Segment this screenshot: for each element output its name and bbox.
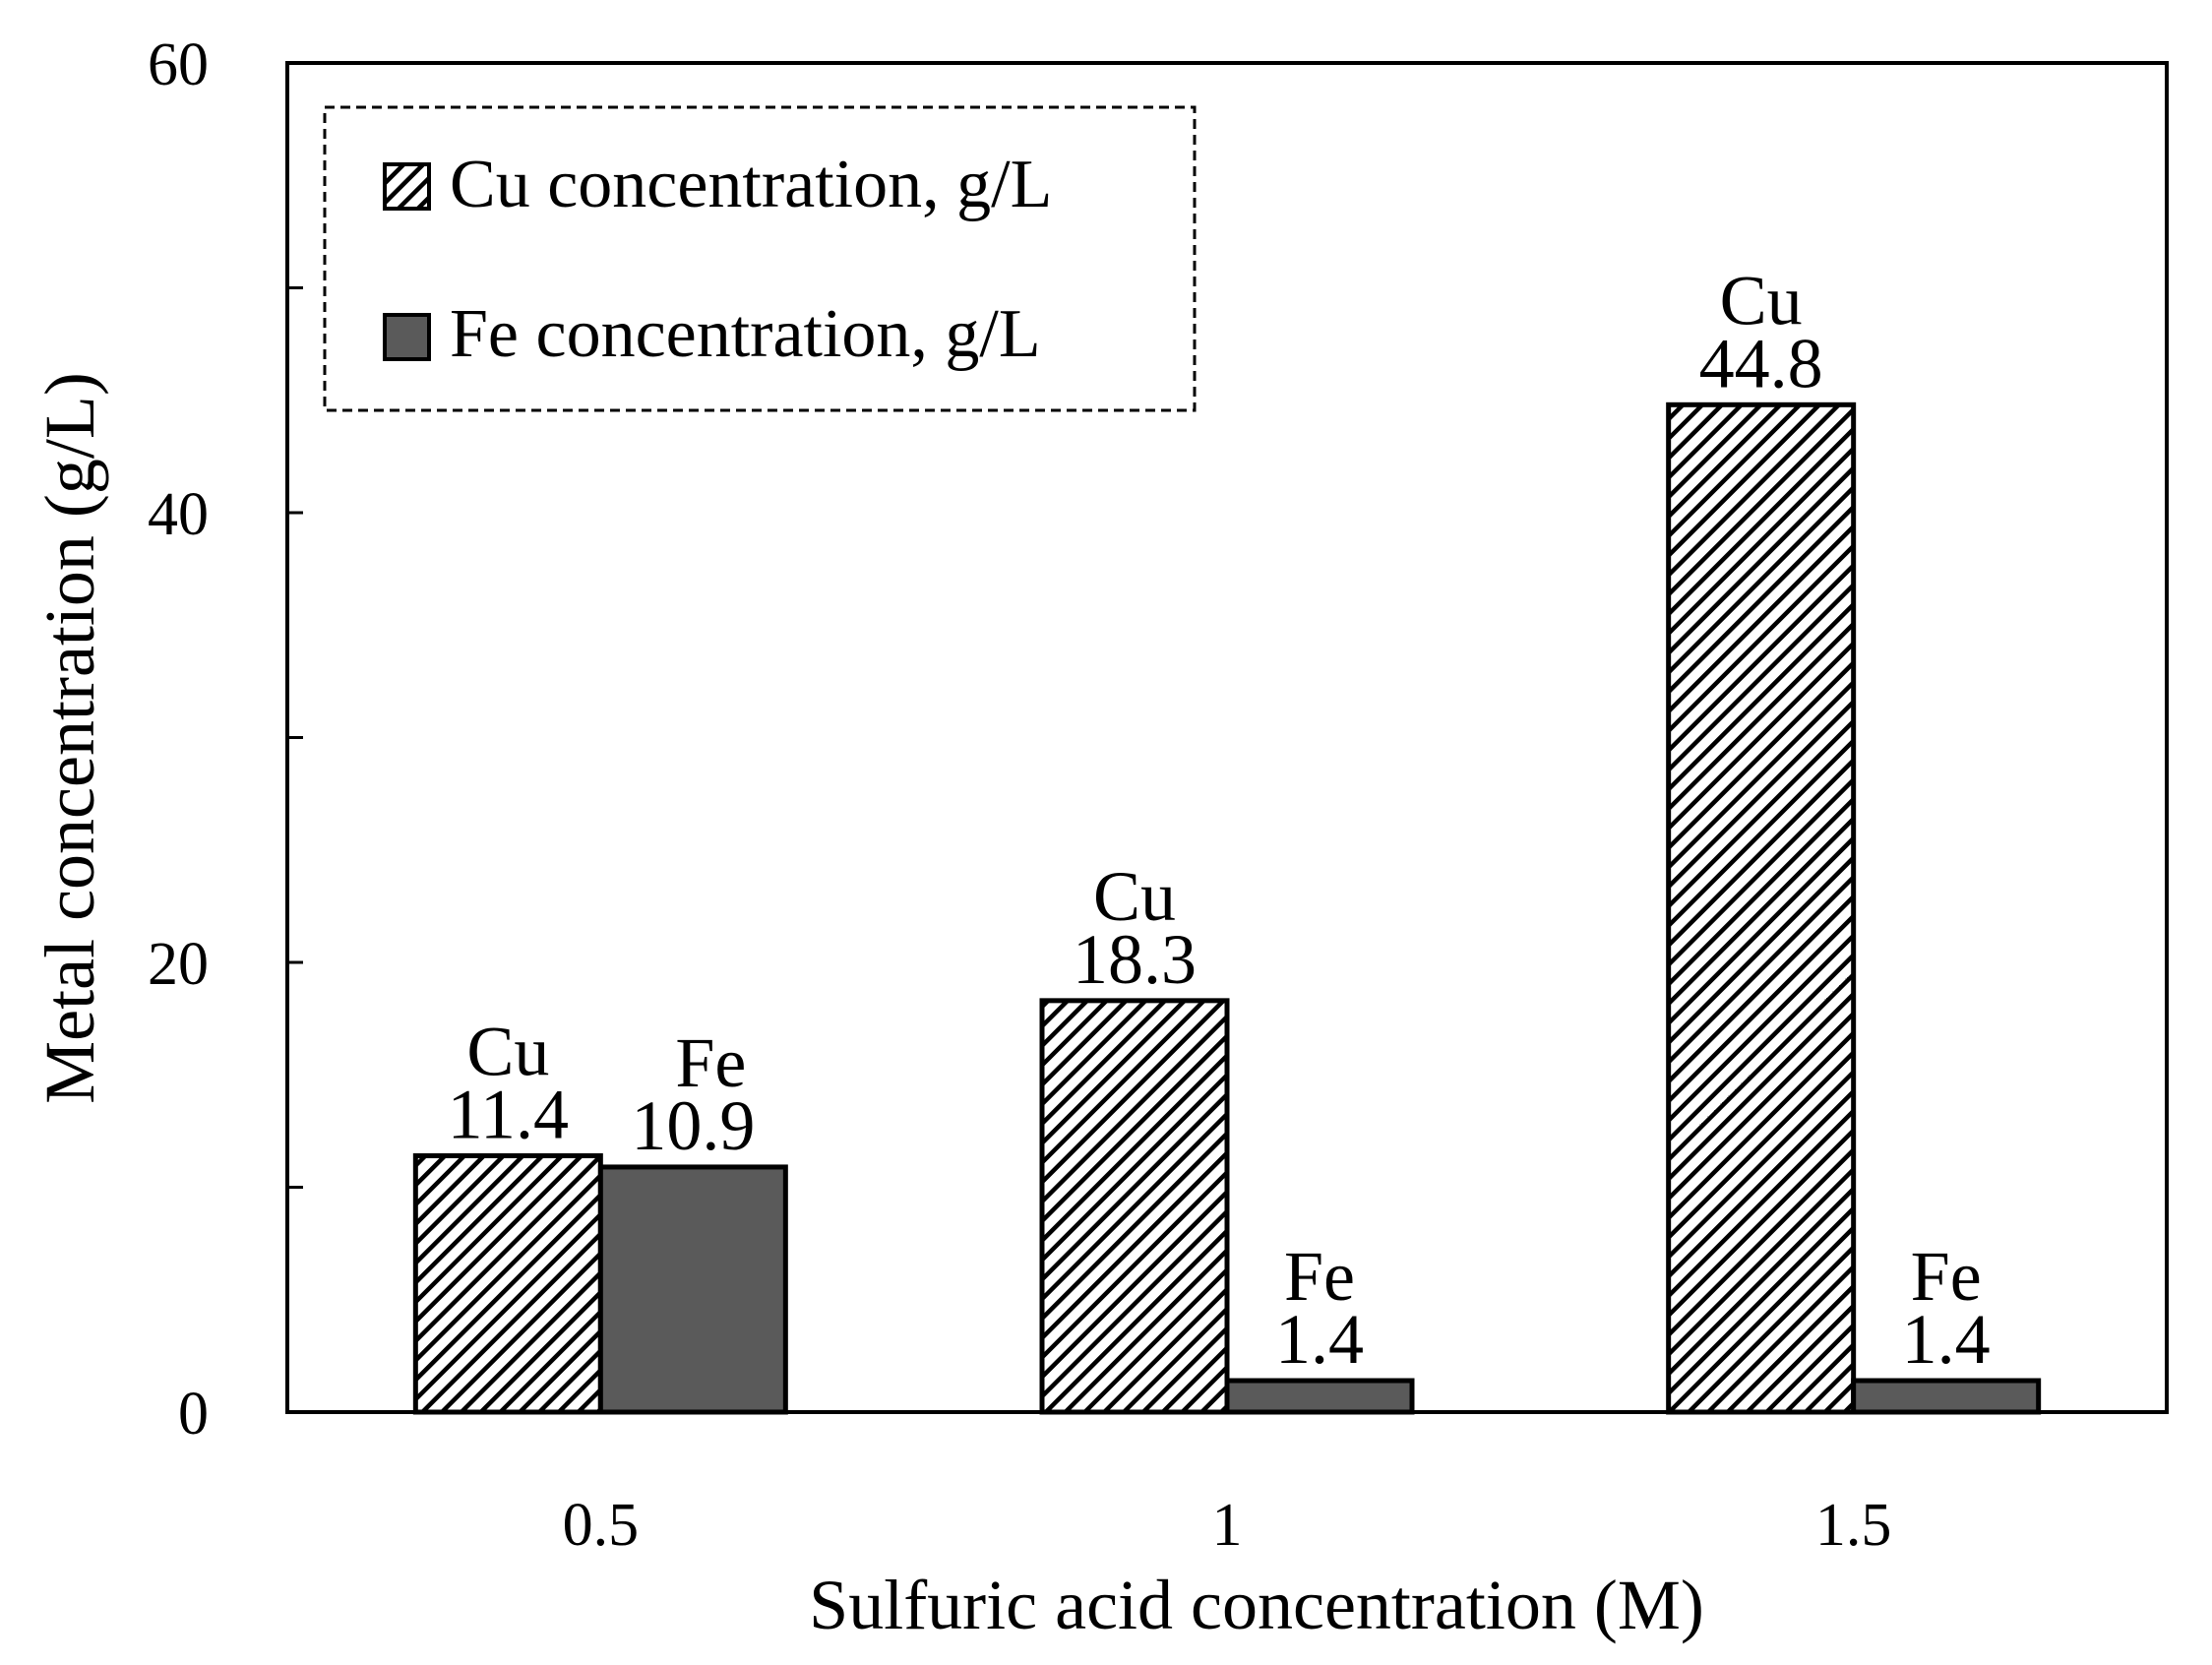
data-label-series: Fe (1911, 1237, 1982, 1316)
x-tick-label: 1 (1212, 1492, 1243, 1559)
bar-cu (412, 1153, 603, 1415)
x-tick-label: 1.5 (1815, 1492, 1892, 1559)
axes-layer: 0 20 40 60 0.5 1 1.5 (148, 31, 1891, 1559)
data-label-series: Fe (675, 1023, 746, 1102)
data-label-value: 11.4 (448, 1076, 569, 1154)
legend-label-fe: Fe concentration, g/L (450, 296, 1041, 372)
data-label-value: 44.8 (1699, 324, 1823, 402)
bar-fe (1224, 1378, 1415, 1415)
bar-cu (1666, 401, 1857, 1415)
legend-box (323, 105, 1197, 412)
legend-swatch-cu (383, 162, 431, 211)
bar-fe (1851, 1378, 2042, 1415)
legend-label-cu: Cu concentration, g/L (450, 147, 1052, 222)
y-tick-label: 60 (148, 31, 209, 98)
y-axis-title: Metal concentration (g/L) (31, 372, 109, 1104)
bar-fe (597, 1164, 788, 1415)
data-label-series: Fe (1284, 1237, 1355, 1316)
data-label-series: Cu (1093, 857, 1176, 936)
data-label-value: 1.4 (1275, 1300, 1364, 1379)
data-label-value: 1.4 (1902, 1300, 1991, 1379)
x-tick-label: 0.5 (563, 1492, 640, 1559)
data-label-value: 10.9 (631, 1086, 755, 1165)
bar-cu (1039, 998, 1230, 1415)
x-axis-title: Sulfuric acid concentration (M) (809, 1566, 1704, 1644)
y-tick-label: 0 (178, 1381, 209, 1448)
data-label-value: 18.3 (1073, 920, 1197, 999)
legend-swatch-fe (383, 313, 431, 361)
y-tick-label: 40 (148, 481, 209, 548)
data-label-series: Cu (1720, 261, 1803, 339)
y-tick-label: 20 (148, 931, 209, 998)
data-label-series: Cu (466, 1013, 549, 1091)
legend: Cu concentration, g/L Fe concentration, … (323, 105, 1197, 412)
